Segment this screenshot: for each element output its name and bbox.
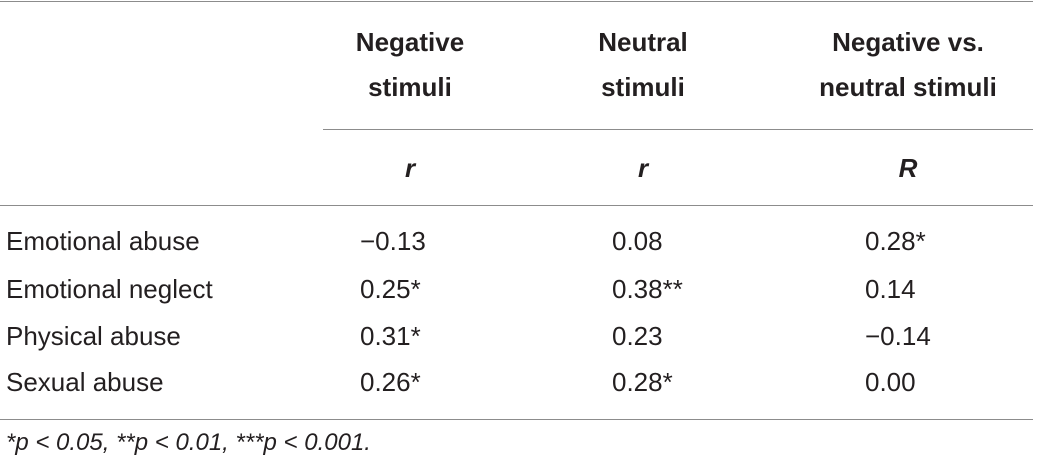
column-header-negative-stimuli: Negative stimuli: [322, 20, 498, 110]
cell-negative: 0.25*: [360, 274, 421, 304]
column-header-line: Neutral: [598, 27, 688, 57]
cell-negative-vs-neutral: 0.14: [865, 274, 916, 304]
cell-negative: −0.13: [360, 226, 426, 256]
column-header-line: Negative vs.: [832, 27, 984, 57]
cell-neutral: 0.28*: [612, 367, 673, 397]
column-header-line: stimuli: [601, 72, 685, 102]
row-label: Emotional abuse: [6, 226, 200, 256]
row-label: Emotional neglect: [6, 274, 213, 304]
column-header-line: Negative: [355, 27, 465, 57]
cell-negative-vs-neutral: 0.00: [865, 367, 916, 397]
column-header-line: neutral stimuli: [819, 72, 997, 102]
cell-neutral: 0.38**: [612, 274, 683, 304]
stat-label-negative: r: [404, 153, 416, 183]
cell-negative-vs-neutral: 0.28*: [865, 226, 926, 256]
column-header-line: stimuli: [368, 72, 452, 102]
column-header-neutral-stimuli: Neutral stimuli: [555, 20, 731, 110]
stat-label-neutral: r: [637, 153, 649, 183]
header-sub-rule: [323, 129, 1033, 130]
row-label: Sexual abuse: [6, 367, 164, 397]
cell-negative: 0.31*: [360, 321, 421, 351]
row-label: Physical abuse: [6, 321, 181, 351]
table-top-rule: [0, 1, 1033, 2]
cell-neutral: 0.08: [612, 226, 663, 256]
table-row: Sexual abuse 0.26* 0.28* 0.00: [0, 359, 1039, 406]
cell-negative-vs-neutral: −0.14: [865, 321, 931, 351]
column-header-negative-vs-neutral: Negative vs. neutral stimuli: [790, 20, 1026, 110]
table-footnote: *p < 0.05, **p < 0.01, ***p < 0.001.: [6, 429, 371, 456]
table-bottom-rule: [0, 419, 1033, 420]
cell-neutral: 0.23: [612, 321, 663, 351]
table-row: Physical abuse 0.31* 0.23 −0.14: [0, 313, 1039, 360]
table-row: Emotional neglect 0.25* 0.38** 0.14: [0, 266, 1039, 313]
stat-label-negative-vs-neutral: R: [898, 153, 918, 183]
cell-negative: 0.26*: [360, 367, 421, 397]
header-bottom-rule: [0, 205, 1033, 206]
table-row: Emotional abuse −0.13 0.08 0.28*: [0, 218, 1039, 265]
